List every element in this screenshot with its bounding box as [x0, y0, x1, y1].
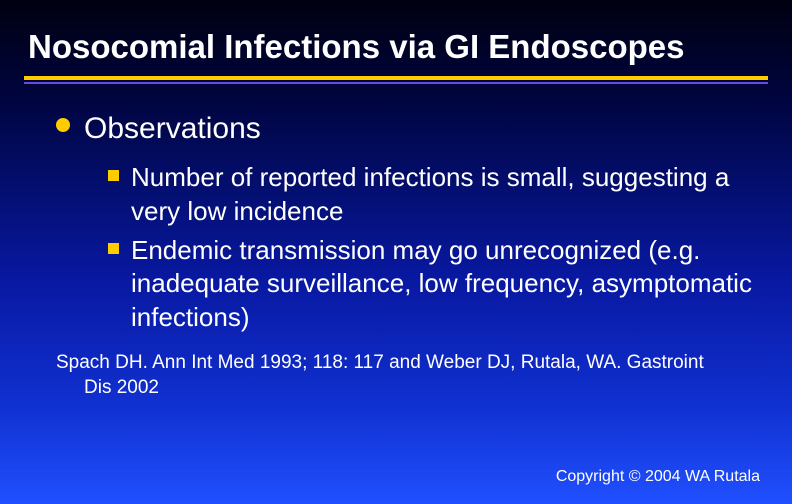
bullet-level2: Endemic transmission may go unrecognized…	[108, 234, 752, 334]
citation: Spach DH. Ann Int Med 1993; 118: 117 and…	[0, 340, 792, 401]
divider-top	[24, 76, 768, 80]
bullet-level2-text: Endemic transmission may go unrecognized…	[131, 234, 752, 334]
slide-title: Nosocomial Infections via GI Endoscopes	[0, 28, 792, 72]
slide-body: Observations Number of reported infectio…	[0, 84, 792, 334]
disc-bullet-icon	[56, 118, 70, 132]
bullet-level2-text: Number of reported infections is small, …	[131, 161, 752, 228]
bullet-level1: Observations	[56, 110, 752, 148]
sub-bullet-list: Number of reported infections is small, …	[56, 161, 752, 333]
copyright-notice: Copyright © 2004 WA Rutala	[556, 468, 760, 486]
square-bullet-icon	[108, 170, 119, 181]
citation-line2: Dis 2002	[56, 375, 752, 401]
square-bullet-icon	[108, 243, 119, 254]
slide: Nosocomial Infections via GI Endoscopes …	[0, 0, 792, 504]
title-divider	[24, 76, 768, 84]
bullet-level1-text: Observations	[84, 110, 261, 148]
citation-line1: Spach DH. Ann Int Med 1993; 118: 117 and…	[56, 352, 704, 373]
bullet-level2: Number of reported infections is small, …	[108, 161, 752, 228]
